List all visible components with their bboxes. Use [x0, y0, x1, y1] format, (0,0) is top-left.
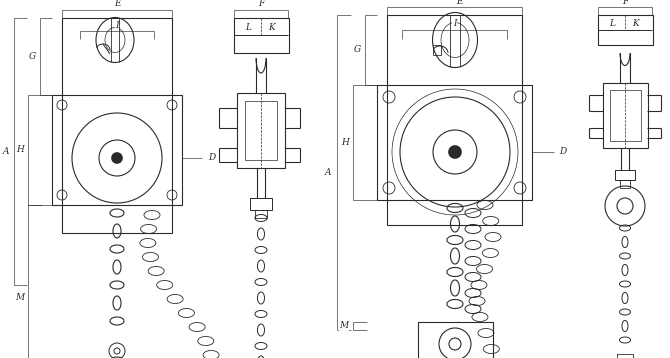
Bar: [603, 83, 648, 148]
Bar: [234, 18, 289, 53]
Text: L: L: [609, 19, 615, 28]
Bar: [610, 90, 641, 141]
Circle shape: [449, 146, 461, 158]
Text: H: H: [341, 138, 349, 147]
Bar: [377, 85, 532, 200]
Text: L: L: [245, 23, 251, 32]
Text: E: E: [114, 0, 121, 9]
Circle shape: [112, 153, 122, 163]
Bar: [620, 180, 630, 188]
Text: M: M: [340, 321, 348, 330]
Bar: [615, 170, 635, 180]
Text: G: G: [353, 45, 360, 54]
Text: G: G: [28, 52, 36, 61]
Bar: [237, 93, 285, 168]
Text: D: D: [208, 154, 215, 163]
Bar: [245, 101, 277, 160]
Bar: [62, 18, 172, 233]
Text: I: I: [453, 19, 456, 29]
Text: K: K: [632, 19, 639, 28]
Bar: [52, 95, 182, 205]
Text: I: I: [115, 20, 119, 29]
Text: A: A: [325, 168, 331, 177]
Text: F: F: [258, 0, 264, 9]
Bar: [433, 45, 441, 55]
Bar: [255, 210, 267, 218]
Bar: [387, 15, 522, 225]
Bar: [418, 322, 493, 358]
Bar: [250, 198, 272, 210]
Bar: [617, 354, 633, 358]
Text: K: K: [269, 23, 275, 32]
Text: A: A: [3, 147, 9, 156]
Bar: [598, 15, 653, 45]
Text: F: F: [622, 0, 628, 5]
Text: M: M: [15, 294, 25, 303]
Text: E: E: [456, 0, 463, 5]
Text: H: H: [16, 145, 24, 155]
Text: D: D: [559, 147, 566, 156]
